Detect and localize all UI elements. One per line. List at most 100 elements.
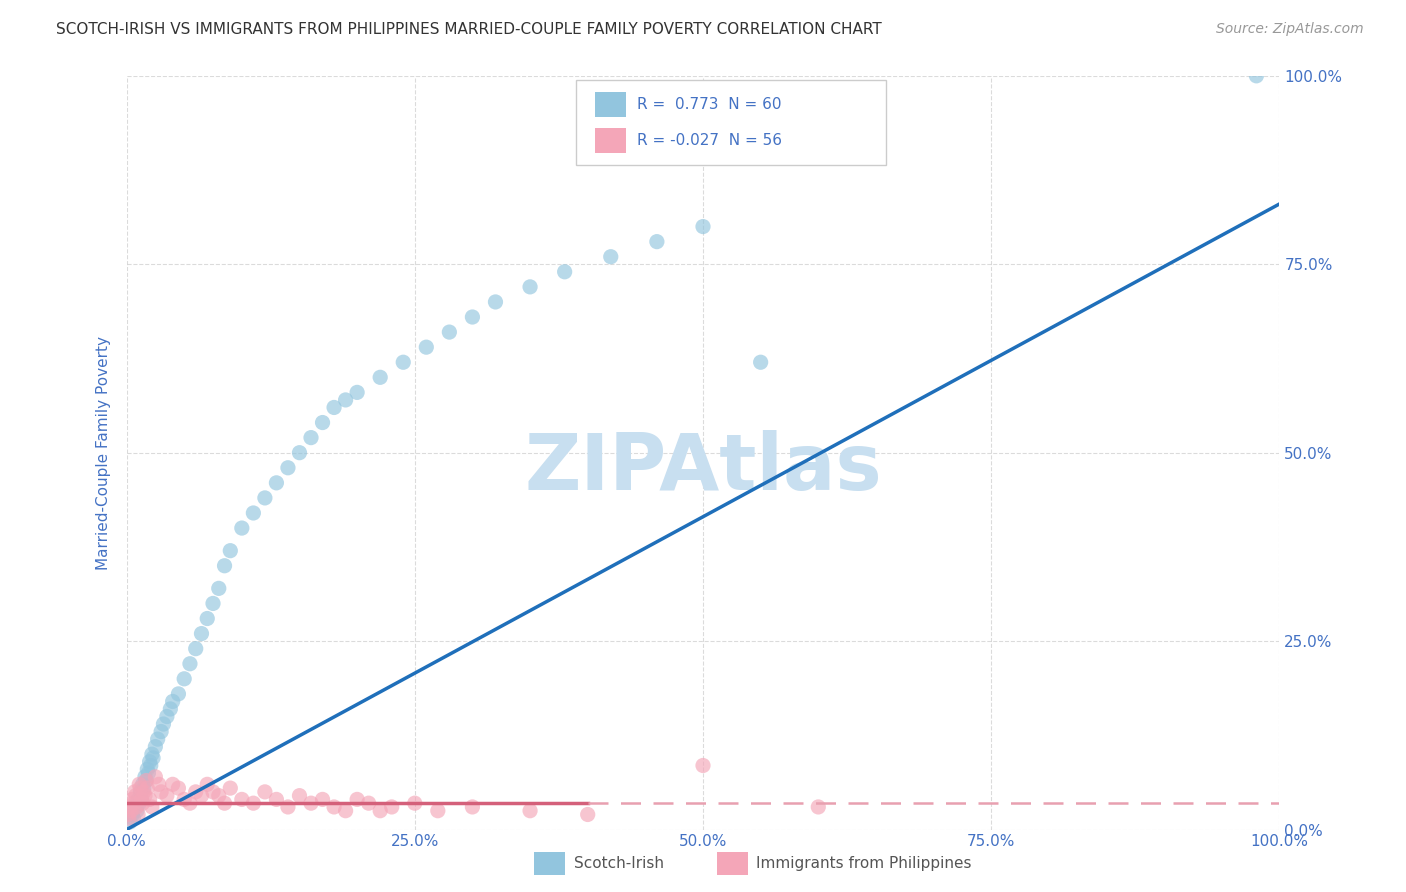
Point	[807, 800, 830, 814]
Point	[122, 796, 145, 810]
Point	[214, 558, 236, 573]
Point	[121, 792, 143, 806]
Point	[219, 543, 242, 558]
Point	[136, 762, 159, 776]
Point	[208, 582, 231, 596]
Point	[266, 792, 288, 806]
Point	[439, 325, 461, 339]
Point	[554, 265, 576, 279]
Point	[576, 807, 599, 822]
Point	[167, 781, 190, 796]
Text: Source: ZipAtlas.com: Source: ZipAtlas.com	[1216, 22, 1364, 37]
Point	[381, 800, 404, 814]
Point	[519, 280, 541, 294]
Point	[190, 789, 212, 803]
Point	[141, 747, 163, 761]
Point	[288, 445, 311, 460]
Point	[134, 789, 156, 803]
Point	[242, 506, 264, 520]
Point	[335, 804, 357, 818]
Point	[162, 777, 184, 791]
Point	[202, 596, 225, 610]
Point	[179, 657, 201, 671]
Point	[323, 401, 346, 415]
Point	[120, 804, 142, 818]
Point	[134, 770, 156, 784]
Point	[368, 804, 391, 818]
Point	[127, 807, 149, 822]
Point	[131, 792, 153, 806]
Point	[392, 355, 415, 369]
Point	[156, 789, 179, 803]
Point	[156, 709, 179, 723]
Point	[346, 385, 368, 400]
Point	[311, 792, 333, 806]
Y-axis label: Married-Couple Family Poverty: Married-Couple Family Poverty	[96, 335, 111, 570]
Point	[208, 789, 231, 803]
Text: Scotch-Irish: Scotch-Irish	[574, 856, 664, 871]
Point	[122, 811, 145, 825]
Point	[311, 416, 333, 430]
Point	[173, 672, 195, 686]
Point	[131, 777, 153, 791]
Point	[195, 611, 218, 625]
Point	[288, 789, 311, 803]
Point	[426, 804, 449, 818]
Point	[138, 792, 160, 806]
Point	[145, 770, 166, 784]
Point	[323, 800, 346, 814]
Point	[125, 800, 148, 814]
Point	[299, 431, 322, 445]
Point	[231, 792, 253, 806]
Point	[128, 777, 150, 791]
Point	[277, 800, 299, 814]
Point	[150, 785, 173, 799]
Point	[121, 807, 143, 822]
Point	[461, 800, 484, 814]
Point	[190, 626, 212, 640]
Point	[152, 717, 174, 731]
Point	[131, 796, 153, 810]
Point	[128, 796, 150, 810]
Point	[692, 758, 714, 772]
Text: R = -0.027  N = 56: R = -0.027 N = 56	[637, 133, 782, 147]
Point	[692, 219, 714, 234]
Point	[118, 811, 141, 825]
Point	[159, 702, 181, 716]
Point	[266, 475, 288, 490]
Point	[1246, 69, 1268, 83]
Point	[179, 796, 201, 810]
Point	[277, 460, 299, 475]
Point	[484, 294, 506, 310]
Point	[404, 796, 426, 810]
Point	[117, 807, 139, 822]
Point	[253, 491, 276, 505]
Point	[145, 739, 166, 754]
Point	[519, 804, 541, 818]
Point	[214, 796, 236, 810]
Text: Immigrants from Philippines: Immigrants from Philippines	[756, 856, 972, 871]
Point	[138, 755, 160, 769]
Point	[357, 796, 380, 810]
Point	[415, 340, 437, 354]
Point	[335, 392, 357, 407]
Point	[162, 694, 184, 708]
Point	[118, 800, 141, 814]
Point	[125, 789, 148, 803]
Point	[299, 796, 322, 810]
Point	[136, 781, 159, 796]
Point	[202, 785, 225, 799]
Point	[346, 792, 368, 806]
Point	[132, 781, 155, 796]
Point	[135, 773, 157, 788]
Point	[118, 815, 141, 830]
Point	[645, 235, 668, 249]
Point	[146, 732, 169, 747]
Point	[148, 777, 170, 791]
Point	[125, 804, 148, 818]
Point	[125, 800, 148, 814]
Point	[135, 773, 157, 788]
Point	[368, 370, 391, 384]
Point	[599, 250, 621, 264]
Point	[253, 785, 276, 799]
